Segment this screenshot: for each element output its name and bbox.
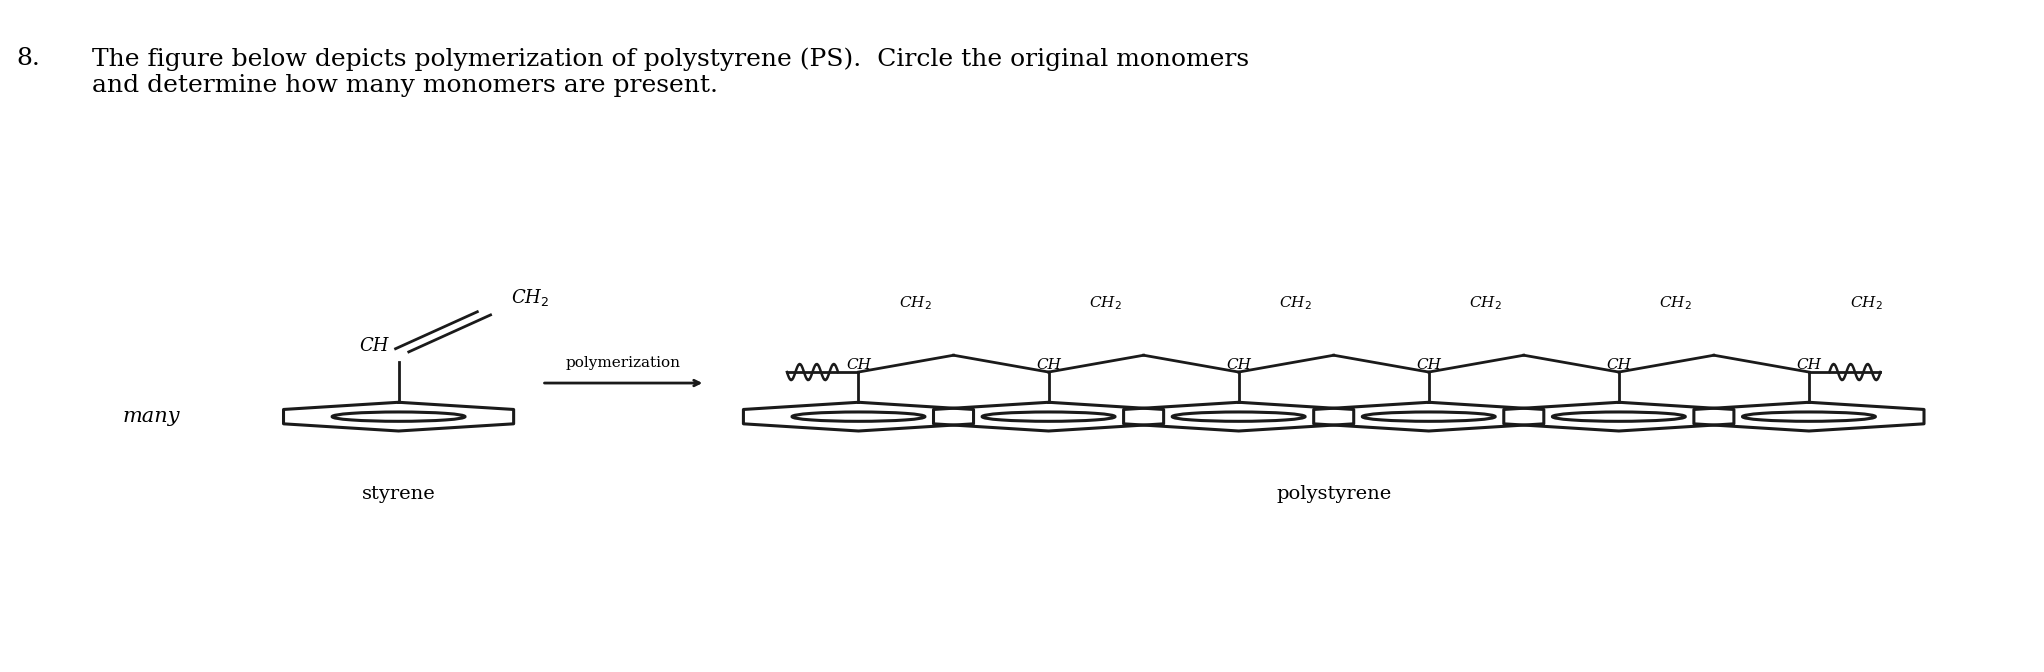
Text: CH: CH: [1226, 358, 1251, 372]
Text: CH: CH: [1416, 358, 1441, 372]
Text: polystyrene: polystyrene: [1275, 485, 1392, 503]
Text: CH$_2$: CH$_2$: [1850, 294, 1883, 312]
Text: CH$_2$: CH$_2$: [1280, 294, 1312, 312]
Text: The figure below depicts polymerization of polystyrene (PS).  Circle the origina: The figure below depicts polymerization …: [92, 47, 1249, 97]
Text: CH: CH: [1797, 358, 1821, 372]
Text: CH$_2$: CH$_2$: [1660, 294, 1692, 312]
Text: 8.: 8.: [16, 47, 41, 70]
Text: CH$_2$: CH$_2$: [1470, 294, 1502, 312]
Text: CH$_2$: CH$_2$: [1089, 294, 1122, 312]
Text: polymerization: polymerization: [566, 355, 681, 370]
Text: CH: CH: [846, 358, 871, 372]
Text: CH: CH: [360, 337, 388, 355]
Text: styrene: styrene: [362, 485, 435, 503]
Text: many: many: [123, 407, 180, 426]
Text: CH: CH: [1607, 358, 1631, 372]
Text: CH$_2$: CH$_2$: [899, 294, 932, 312]
Text: CH: CH: [1036, 358, 1061, 372]
Text: CH$_2$: CH$_2$: [511, 287, 550, 308]
